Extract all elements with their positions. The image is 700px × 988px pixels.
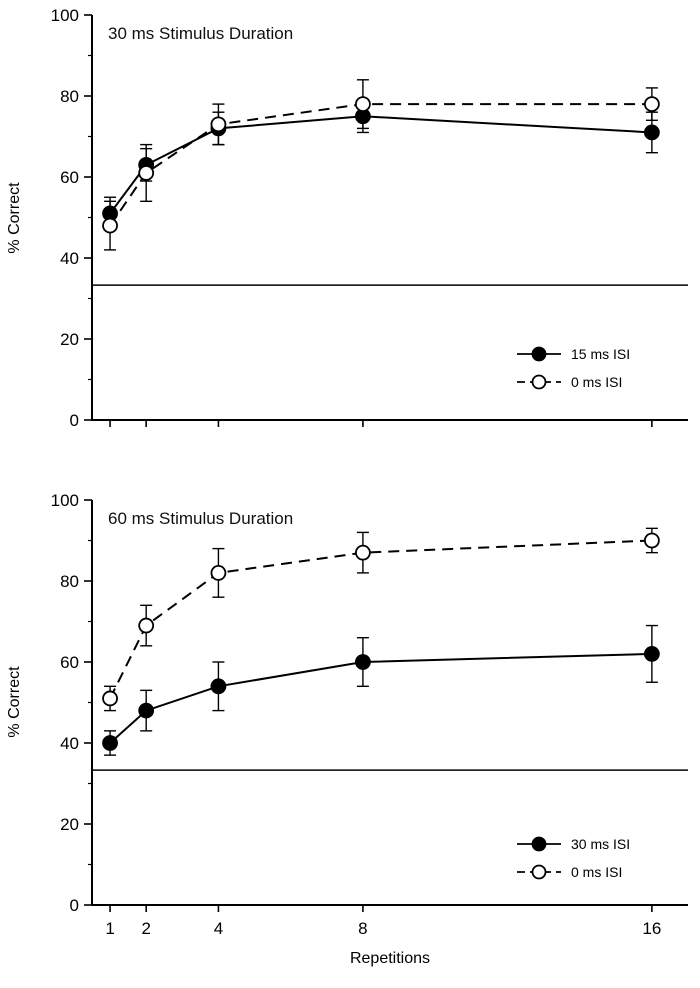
legend-sample-filled-circle-icon	[517, 836, 561, 852]
marker-open-circle	[643, 532, 660, 549]
y-tick-label: 20	[60, 815, 79, 834]
legend-marker	[531, 836, 547, 852]
marker-open-circle	[138, 165, 155, 181]
series-line	[109, 103, 652, 227]
marker-open-circle	[210, 565, 227, 581]
legend-marker	[531, 346, 547, 362]
legend-label: 15 ms ISI	[571, 346, 631, 362]
marker-filled-circle	[138, 702, 155, 719]
marker-filled-circle	[355, 654, 371, 670]
x-tick-label: 8	[358, 919, 367, 938]
legend-label: 30 ms ISI	[571, 836, 631, 852]
marker-filled-circle	[643, 124, 660, 141]
x-tick-label: 2	[141, 919, 150, 938]
series-0-ms-isi	[102, 79, 660, 251]
marker-filled-circle	[643, 646, 660, 662]
y-tick-label: 100	[51, 6, 79, 25]
y-tick-label: 0	[70, 411, 79, 430]
marker-open-circle	[102, 217, 118, 234]
marker-open-circle	[643, 96, 660, 112]
y-tick-label: 20	[60, 330, 79, 349]
x-tick-label: 16	[642, 919, 661, 938]
y-tick-label: 0	[70, 896, 79, 915]
legend-marker	[531, 374, 547, 390]
y-tick-label: 60	[60, 168, 79, 187]
series-line	[109, 652, 652, 744]
series-line	[109, 539, 652, 699]
marker-open-circle	[355, 544, 371, 561]
panel2-title: 60 ms Stimulus Duration	[108, 509, 294, 528]
panel1-legend: 15 ms ISI 0 ms ISI	[516, 345, 630, 391]
legend-item: 0 ms ISI	[516, 863, 630, 881]
legend-item: 0 ms ISI	[516, 373, 630, 391]
x-axis-label: Repetitions	[349, 950, 431, 967]
legend-item: 30 ms ISI	[516, 835, 630, 853]
panel-1: 0 20 40 60 80 100	[51, 6, 688, 430]
series-0-ms-isi	[102, 527, 660, 712]
y-tick-label: 60	[60, 653, 79, 672]
x-tick-label: 1	[105, 919, 114, 938]
legend-label: 0 ms ISI	[571, 864, 623, 880]
panel1-y-axis-label: % Correct	[6, 182, 23, 254]
panel1-title: 30 ms Stimulus Duration	[108, 24, 294, 43]
marker-open-circle	[102, 690, 118, 707]
marker-filled-circle	[102, 735, 118, 751]
panel2-y-axis-label: % Correct	[6, 666, 23, 738]
legend-marker	[531, 864, 547, 880]
legend-sample-open-circle-icon	[517, 864, 561, 880]
series-line	[109, 115, 652, 215]
legend-label: 0 ms ISI	[571, 374, 623, 390]
y-tick-label: 100	[51, 491, 79, 510]
legend-sample-filled-circle-icon	[517, 346, 561, 362]
legend-sample-open-circle-icon	[517, 374, 561, 390]
marker-open-circle	[138, 617, 155, 634]
y-tick-label: 80	[60, 87, 79, 106]
legend-item: 15 ms ISI	[516, 345, 630, 363]
panel2-legend: 30 ms ISI 0 ms ISI	[516, 835, 630, 881]
marker-open-circle	[355, 96, 371, 112]
y-tick-label: 80	[60, 572, 79, 591]
marker-open-circle	[210, 116, 227, 133]
x-tick-label: 4	[214, 919, 223, 938]
y-tick-label: 40	[60, 249, 79, 268]
panel-2: 0 20 40 60 80 100 1 2 4 8 16	[51, 491, 688, 938]
series-15-ms-isi	[102, 99, 660, 231]
series-30-ms-isi	[102, 624, 660, 756]
marker-filled-circle	[210, 678, 227, 695]
y-tick-label: 40	[60, 734, 79, 753]
